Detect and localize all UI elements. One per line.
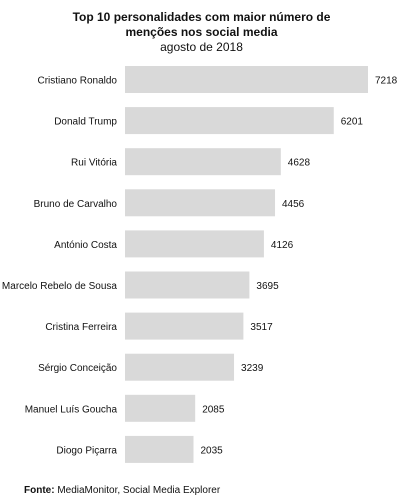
value-label: 3695 [256, 281, 279, 292]
category-label: Cristina Ferreira [45, 322, 117, 333]
category-label: António Costa [54, 240, 117, 251]
chart-subtitle: agosto de 2018 [160, 40, 243, 54]
category-label: Donald Trump [54, 117, 117, 128]
source-note: Fonte: MediaMonitor, Social Media Explor… [24, 485, 220, 496]
bar [125, 189, 276, 217]
value-label: 3517 [250, 322, 273, 333]
bar [125, 353, 235, 381]
chart-title-line2: menções nos social media [125, 25, 278, 39]
chart-title-line1: Top 10 personalidades com maior número d… [72, 10, 331, 24]
value-label: 2035 [201, 445, 224, 456]
category-label: Cristiano Ronaldo [38, 76, 118, 87]
bar [125, 435, 194, 463]
source-label: Fonte: [24, 485, 55, 496]
bar-chart: Cristiano Ronaldo 7218 Donald Trump 6201 Rui… [2, 66, 398, 463]
source-text: MediaMonitor, Social Media Explorer [54, 485, 221, 496]
bar [125, 230, 264, 258]
value-label: 4126 [271, 240, 294, 251]
category-label: Marcelo Rebelo de Sousa [2, 281, 118, 292]
category-label: Sérgio Conceição [38, 363, 117, 374]
value-label: 3239 [241, 363, 264, 374]
value-label: 2085 [202, 404, 225, 415]
bar [125, 107, 334, 135]
value-label: 6201 [341, 117, 364, 128]
value-label: 4456 [282, 199, 305, 210]
category-label: Diogo Piçarra [56, 445, 117, 456]
chart-title: Top 10 personalidades com maior número d… [0, 10, 403, 55]
bar [125, 148, 281, 176]
bar [125, 271, 250, 299]
bar [125, 66, 368, 93]
category-label: Bruno de Carvalho [34, 199, 118, 210]
bar [125, 312, 244, 340]
category-label: Rui Vitória [71, 158, 117, 169]
value-label: 7218 [375, 76, 398, 87]
bar [125, 394, 196, 422]
value-label: 4628 [288, 158, 311, 169]
category-label: Manuel Luís Goucha [25, 404, 118, 415]
